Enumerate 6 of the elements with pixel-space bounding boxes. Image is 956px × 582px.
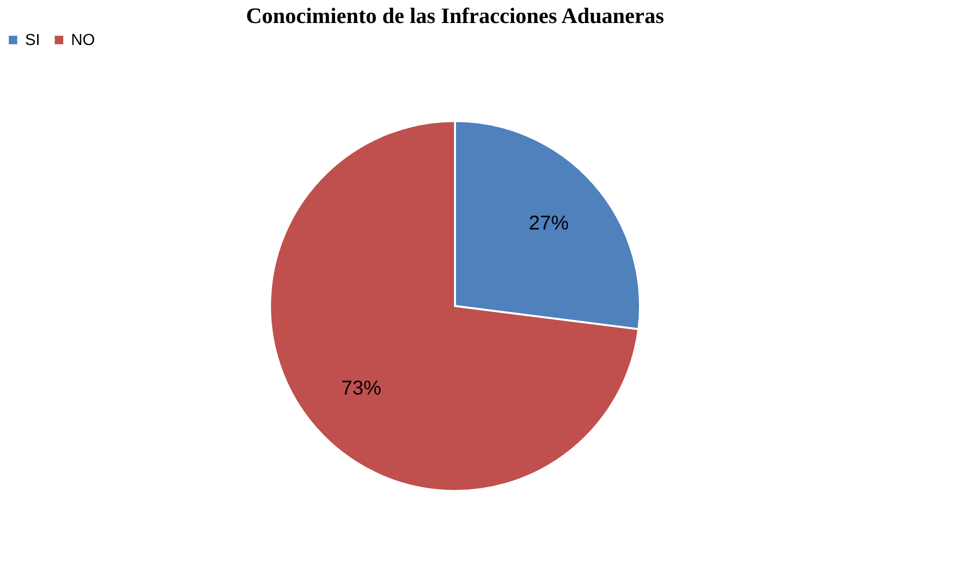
legend-label: SI xyxy=(25,32,40,49)
legend-label: NO xyxy=(71,32,95,49)
data-label: 73% xyxy=(341,378,382,400)
pie-slice xyxy=(269,120,640,492)
chart-title: Conocimiento de las Infracciones Aduaneras xyxy=(246,3,664,28)
data-label: 27% xyxy=(528,212,569,234)
